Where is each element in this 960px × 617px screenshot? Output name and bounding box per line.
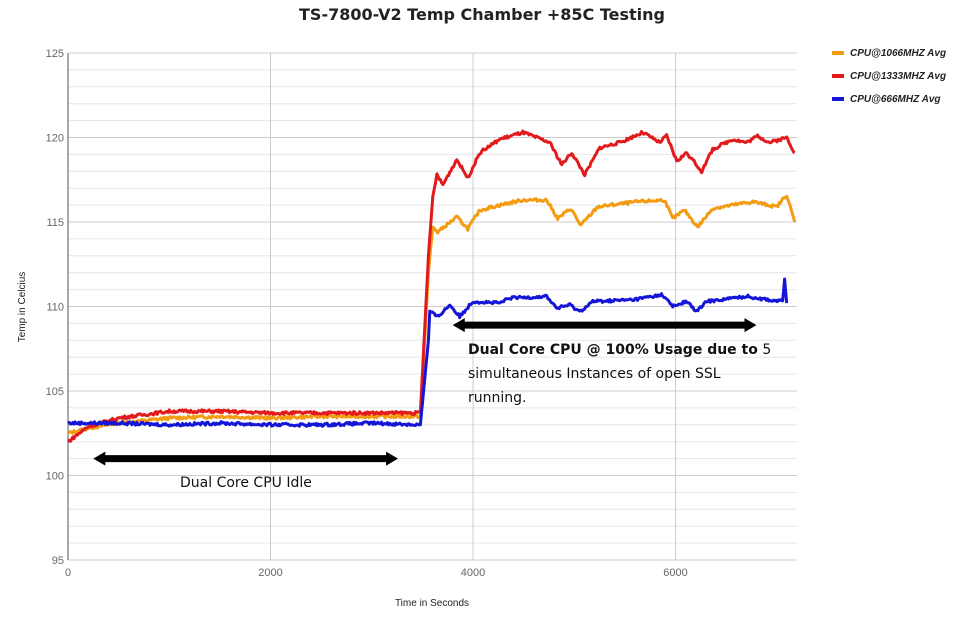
grid bbox=[68, 52, 797, 561]
legend-label: CPU@666MHZ Avg bbox=[850, 94, 941, 105]
y-tick-label: 105 bbox=[46, 386, 64, 398]
series-group bbox=[66, 129, 797, 443]
y-tick-label: 100 bbox=[46, 471, 64, 483]
annotation-load-bold: Dual Core CPU @ 100% Usage due to bbox=[468, 342, 758, 358]
x-tick-label: 4000 bbox=[461, 567, 485, 579]
arrow-head-right bbox=[386, 451, 399, 466]
arrow-head-left bbox=[452, 318, 465, 333]
annotation-load-line2: simultaneous Instances of open SSL bbox=[468, 366, 721, 382]
annotation-load-line1: Dual Core CPU @ 100% Usage due to 5 bbox=[468, 342, 771, 358]
legend-swatch bbox=[832, 51, 844, 55]
series-line-cpu-1066mhz-avg bbox=[67, 194, 797, 435]
y-tick-label: 115 bbox=[46, 217, 64, 229]
y-axis-ticks: 95 100 105 110 115 120 125 bbox=[46, 48, 64, 567]
legend-label: CPU@1066MHZ Avg bbox=[850, 48, 946, 59]
annotation-load-number: 5 bbox=[762, 342, 771, 358]
annotation-idle: Dual Core CPU Idle bbox=[180, 475, 312, 491]
legend-label: CPU@1333MHZ Avg bbox=[850, 71, 946, 82]
x-axis-ticks: 0 2000 4000 6000 bbox=[65, 567, 688, 579]
y-tick-label: 125 bbox=[46, 48, 64, 60]
legend: CPU@1066MHZ Avg CPU@1333MHZ Avg CPU@666M… bbox=[832, 48, 946, 105]
arrow-head-left bbox=[93, 451, 106, 466]
legend-item-666: CPU@666MHZ Avg bbox=[832, 94, 941, 105]
legend-swatch bbox=[832, 74, 844, 78]
annotation-load-line3: running. bbox=[468, 390, 526, 406]
x-axis-label: Time in Seconds bbox=[395, 598, 469, 609]
series-line-cpu-666mhz-avg bbox=[67, 277, 789, 428]
arrow-head-right bbox=[744, 318, 757, 333]
x-tick-label: 2000 bbox=[258, 567, 282, 579]
y-tick-label: 110 bbox=[46, 302, 64, 314]
y-tick-label: 120 bbox=[46, 133, 64, 145]
annotation-arrows bbox=[93, 318, 757, 466]
y-axis-label: Temp in Celcius bbox=[17, 272, 28, 343]
legend-swatch bbox=[832, 97, 844, 101]
y-tick-label: 95 bbox=[52, 555, 64, 567]
series-line-cpu-1333mhz-avg bbox=[66, 129, 796, 443]
x-tick-label: 0 bbox=[65, 567, 71, 579]
chart-title: TS-7800-V2 Temp Chamber +85C Testing bbox=[299, 5, 665, 24]
legend-item-1333: CPU@1333MHZ Avg bbox=[832, 71, 946, 82]
x-tick-label: 6000 bbox=[663, 567, 687, 579]
legend-item-1066: CPU@1066MHZ Avg bbox=[832, 48, 946, 59]
